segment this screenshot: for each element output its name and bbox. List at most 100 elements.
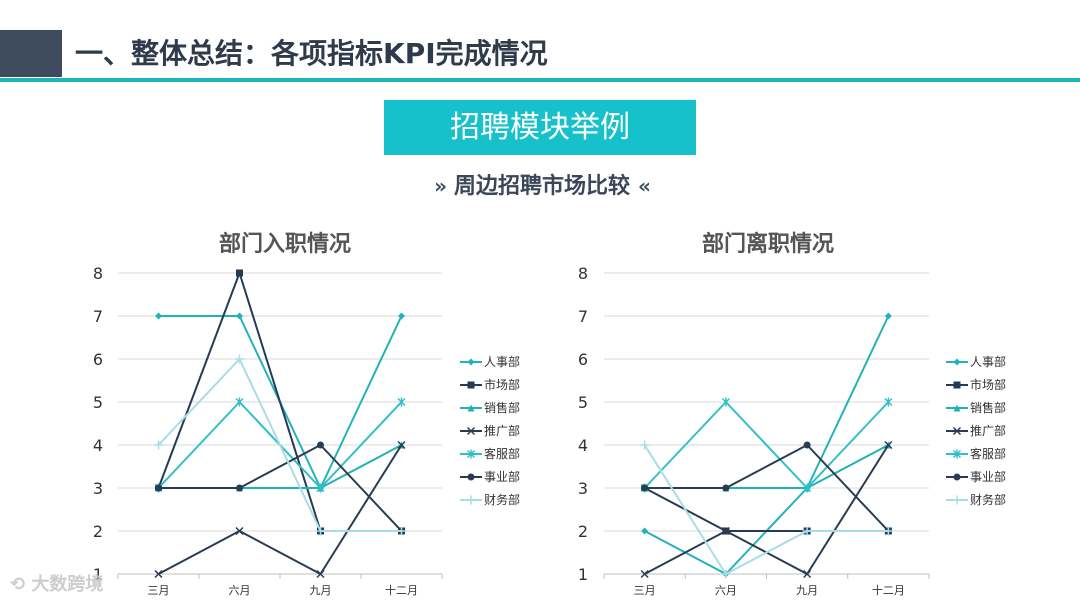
y-tick-label: 6 [93, 350, 103, 369]
legend-item: 事业部 [946, 469, 1006, 484]
data-point [802, 526, 812, 536]
data-point [397, 526, 406, 536]
y-tick-label: 5 [93, 393, 103, 412]
legend-item: 事业部 [460, 469, 520, 484]
data-point [236, 484, 243, 492]
y-tick-label: 1 [93, 565, 103, 584]
legend-item: 销售部 [460, 400, 520, 415]
chart-1: 部门入职情况 1 2 3 4 5 6 7 8 三月 六月 九月 十二月 人事部市场部销售部推广部客服部事业… [93, 231, 520, 597]
data-point [236, 312, 243, 320]
legend-label: 推广部 [484, 423, 520, 438]
chart-2: 部门离职情况 1 2 3 4 5 6 7 8 三月 六月 九月 十二月 人事部市场部销售部推广部客服部事业… [578, 231, 1006, 597]
data-point [721, 569, 731, 579]
x-tick-label: 六月 [715, 584, 737, 597]
y-tick-label: 1 [578, 565, 588, 584]
series-line [644, 444, 890, 532]
legend-label: 人事部 [970, 354, 1006, 369]
series-line [643, 401, 890, 489]
y-tick-label: 6 [578, 350, 588, 369]
legend-label: 销售部 [484, 400, 520, 415]
series-6 [641, 441, 892, 535]
y-tick-label: 8 [578, 264, 588, 283]
series-7 [640, 440, 893, 579]
series-line [643, 444, 889, 575]
x-tick-label: 三月 [148, 584, 170, 597]
data-point [641, 484, 649, 492]
data-point [803, 441, 811, 449]
legend-marker [953, 404, 961, 412]
watermark-logo-icon: ⟲ [10, 574, 32, 595]
data-point [317, 441, 324, 449]
series-line [644, 487, 889, 532]
y-tick-label: 2 [578, 522, 588, 541]
data-point [640, 440, 650, 450]
legend-marker [952, 495, 962, 505]
y-tick-label: 5 [578, 393, 588, 412]
series-line [158, 444, 403, 532]
y-tick-label: 8 [93, 264, 103, 283]
legend-label: 市场部 [970, 377, 1006, 392]
legend-item: 推广部 [946, 423, 1006, 438]
y-tick-label: 4 [578, 436, 588, 455]
legend-item: 人事部 [460, 354, 520, 369]
y-tick-label: 7 [578, 307, 588, 326]
legend-marker [952, 426, 962, 436]
data-point [236, 269, 243, 277]
legend-marker [953, 358, 961, 366]
data-point [235, 397, 244, 407]
data-point [397, 397, 406, 407]
data-point [803, 483, 812, 493]
legend-label: 市场部 [484, 377, 520, 392]
legend-item: 财务部 [946, 492, 1006, 507]
data-point [641, 527, 649, 535]
watermark: ⟲ 大数跨境 [10, 570, 103, 596]
series-4 [154, 440, 406, 579]
legend-label: 客服部 [484, 446, 520, 461]
y-tick-label: 7 [93, 307, 103, 326]
legend-label: 人事部 [484, 354, 520, 369]
data-point [316, 569, 325, 579]
series-line [158, 444, 403, 575]
section-subtitle: » 周边招聘市场比较 « [0, 168, 1080, 200]
data-point [721, 397, 730, 407]
header-corner-block [0, 30, 62, 77]
legend-item: 销售部 [946, 400, 1006, 415]
chart-title: 部门离职情况 [702, 231, 834, 257]
legend-item: 推广部 [460, 423, 520, 438]
legend-item: 客服部 [946, 446, 1006, 461]
data-point [155, 312, 162, 320]
legend-label: 事业部 [970, 469, 1006, 484]
legend-label: 财务部 [484, 492, 520, 507]
chart-title: 部门入职情况 [219, 231, 351, 257]
data-point [316, 526, 325, 536]
data-point [884, 440, 893, 450]
legend-marker [466, 426, 476, 436]
legend-marker [953, 381, 961, 389]
legend-item: 市场部 [460, 377, 520, 392]
data-point [883, 526, 893, 536]
data-point [398, 312, 405, 320]
x-tick-label: 三月 [634, 584, 656, 597]
data-point [154, 569, 163, 579]
legend-marker [466, 495, 476, 505]
x-tick-label: 九月 [796, 584, 818, 597]
y-tick-label: 3 [93, 479, 103, 498]
section-banner: 招聘模块举例 [384, 100, 696, 155]
page-title: 一、整体总结：各项指标KPI完成情况 [75, 37, 548, 70]
subtitle-text: 周边招聘市场比较 [453, 174, 630, 199]
legend-marker [467, 449, 475, 459]
data-point [154, 440, 163, 450]
y-tick-label: 2 [93, 522, 103, 541]
x-tick-label: 十二月 [872, 583, 905, 597]
data-point [235, 526, 244, 536]
watermark-text: 大数跨境 [31, 574, 104, 595]
data-point [316, 483, 325, 493]
legend-label: 销售部 [970, 400, 1006, 415]
legend-item: 市场部 [946, 377, 1006, 392]
legend-item: 人事部 [946, 354, 1006, 369]
data-point [884, 312, 892, 320]
legend-marker [467, 358, 475, 366]
series-line [157, 358, 402, 532]
data-point [803, 569, 812, 579]
